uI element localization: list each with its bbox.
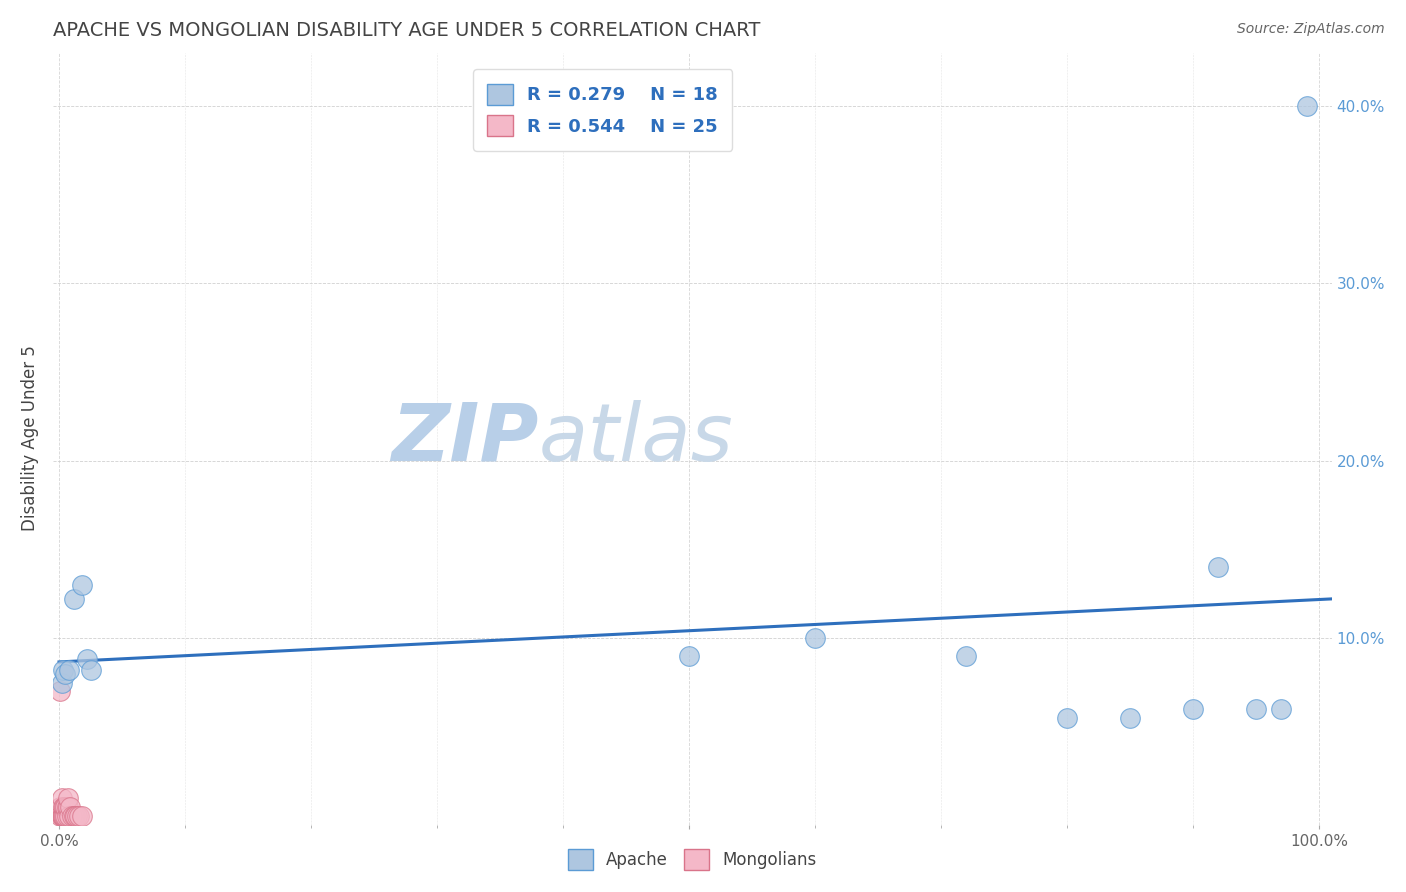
- Point: [1056, 711, 1078, 725]
- Y-axis label: Disability Age Under 5: Disability Age Under 5: [21, 345, 39, 532]
- Point: [63, 808, 86, 822]
- Point: [70, 808, 93, 822]
- Point: [1119, 711, 1142, 725]
- Point: [53, 808, 76, 822]
- Point: [58, 808, 80, 822]
- Text: ZIP: ZIP: [391, 400, 538, 477]
- Point: [53, 666, 76, 681]
- Point: [51, 808, 73, 822]
- Point: [52, 808, 75, 822]
- Point: [678, 648, 700, 663]
- Point: [51, 675, 73, 690]
- Legend: Apache, Mongolians: Apache, Mongolians: [560, 841, 825, 878]
- Text: Source: ZipAtlas.com: Source: ZipAtlas.com: [1237, 22, 1385, 37]
- Point: [58, 663, 80, 677]
- Text: atlas: atlas: [538, 400, 734, 477]
- Point: [804, 631, 827, 645]
- Point: [63, 592, 86, 607]
- Text: APACHE VS MONGOLIAN DISABILITY AGE UNDER 5 CORRELATION CHART: APACHE VS MONGOLIAN DISABILITY AGE UNDER…: [52, 21, 761, 40]
- Point: [53, 808, 76, 822]
- Point: [76, 652, 98, 666]
- Point: [55, 799, 77, 814]
- Point: [52, 808, 75, 822]
- Point: [53, 799, 76, 814]
- Point: [66, 808, 89, 822]
- Point: [1182, 702, 1205, 716]
- Point: [79, 663, 101, 677]
- Point: [52, 663, 75, 677]
- Point: [51, 791, 73, 805]
- Point: [59, 799, 82, 814]
- Point: [65, 808, 87, 822]
- Point: [1270, 702, 1292, 716]
- Point: [955, 648, 977, 663]
- Point: [70, 578, 93, 592]
- Point: [1208, 560, 1230, 574]
- Point: [53, 799, 76, 814]
- Point: [51, 808, 73, 822]
- Point: [55, 808, 77, 822]
- Point: [60, 808, 83, 822]
- Point: [67, 808, 90, 822]
- Point: [1244, 702, 1267, 716]
- Point: [56, 799, 79, 814]
- Point: [49, 684, 72, 698]
- Point: [49, 799, 72, 814]
- Point: [56, 791, 79, 805]
- Point: [49, 808, 72, 822]
- Point: [1295, 99, 1317, 113]
- Point: [52, 799, 75, 814]
